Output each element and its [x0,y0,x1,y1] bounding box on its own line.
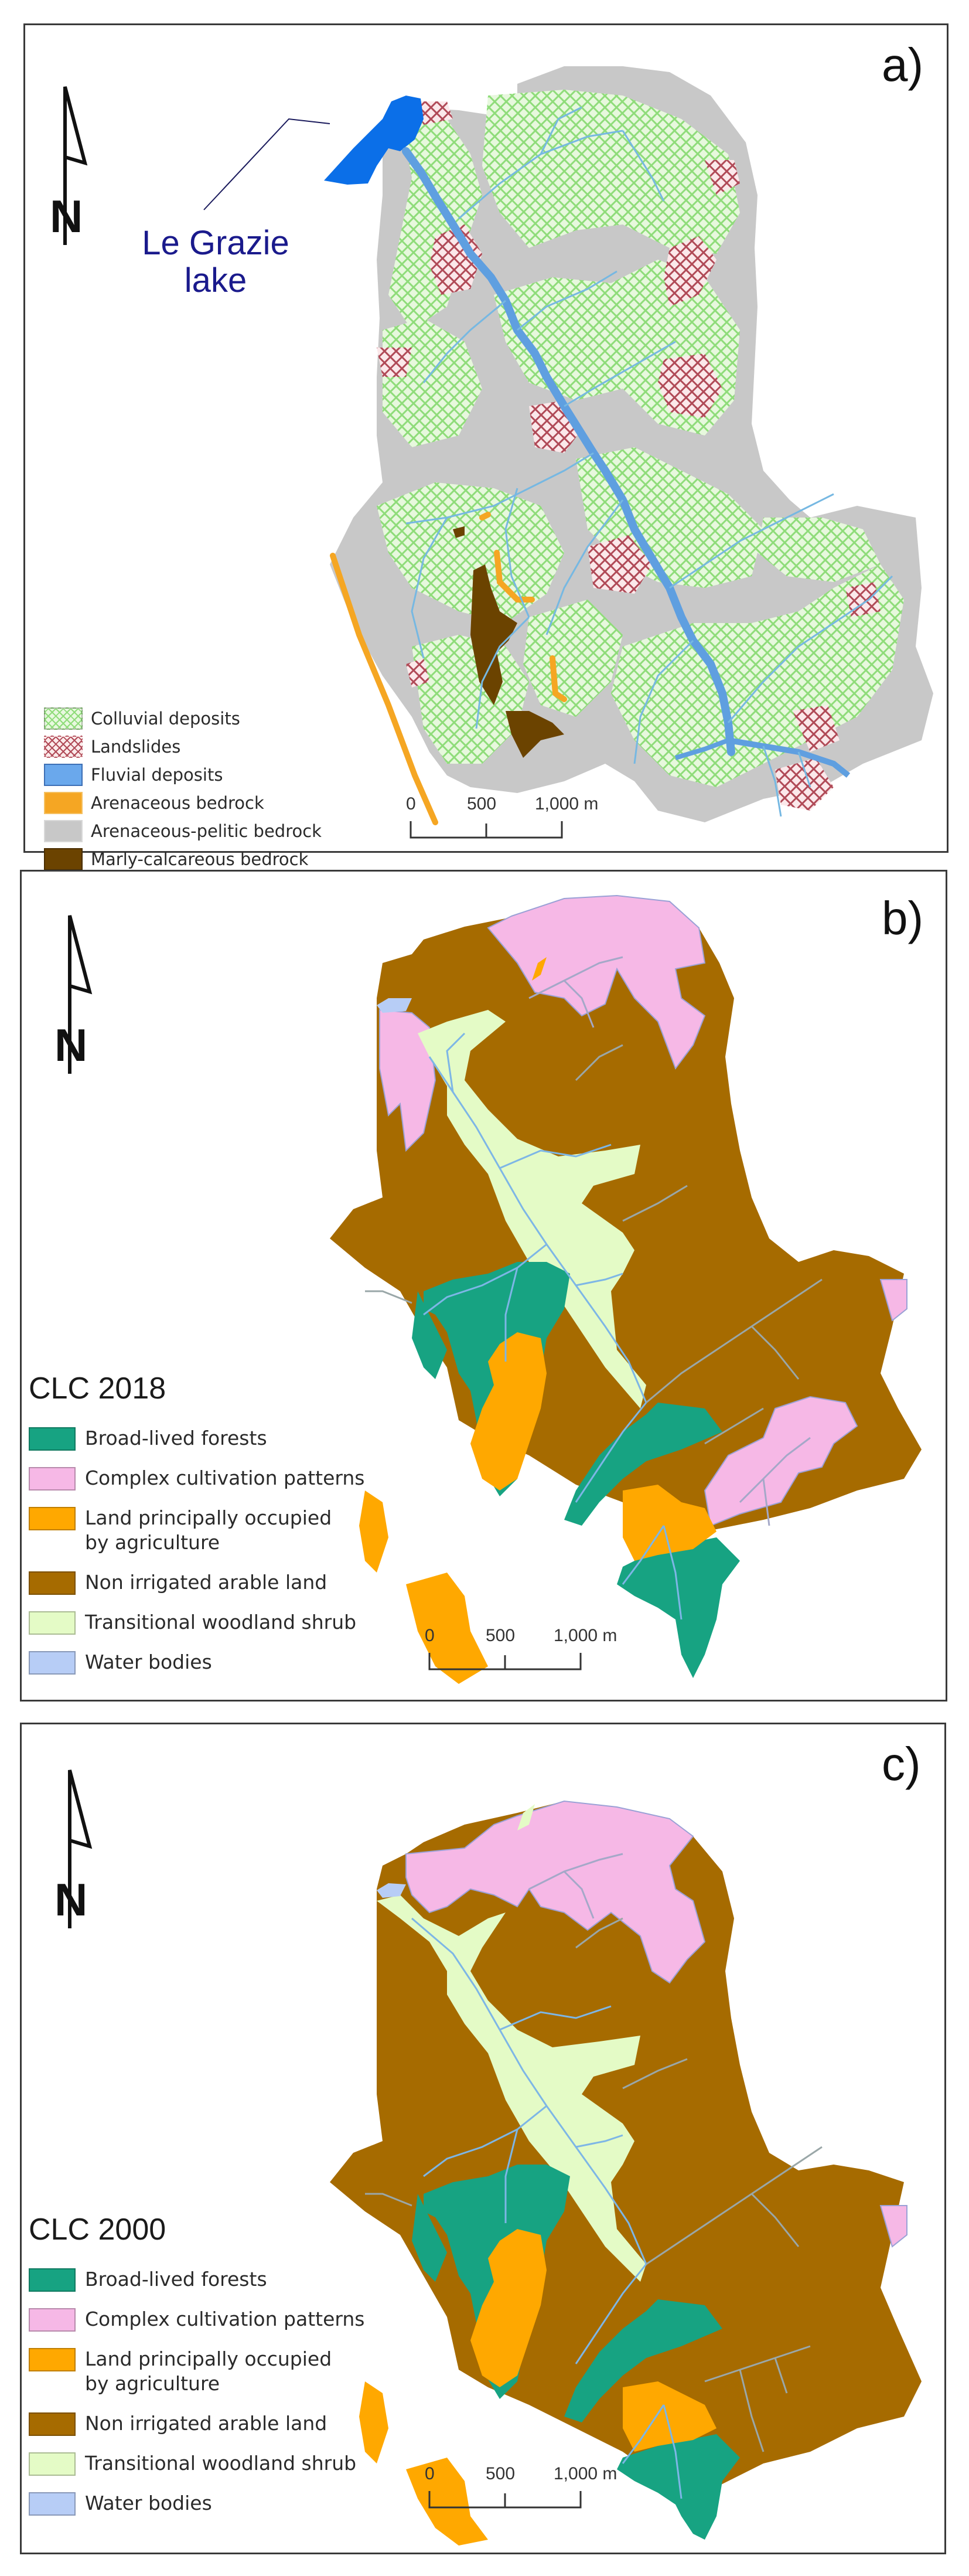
svg-text:N: N [54,1874,87,1925]
lake-callout-line [203,118,330,210]
agriculture-swatch [29,2348,76,2371]
scale-bar-b: 0 500 1,000 m [425,1626,617,1679]
scale-bar-line [428,1653,582,1670]
legend-clc2000: CLC 2000 Broad-lived forests Complex cul… [29,2212,364,2531]
legend-item-water-bodies: Water bodies [29,2491,364,2516]
legend-item-fluvial: Fluvial deposits [44,761,322,790]
transitional-woodland-area [418,1010,646,1408]
legend-item-transitional-woodland: Transitional woodland shrub [29,2451,364,2476]
streams-on-agriculture [528,956,811,1526]
legend-item-colluvial: Colluvial deposits [44,705,322,733]
legend-item-arenaceous-pelitic: Arenaceous-pelitic bedrock [44,818,322,846]
landslides-swatch [44,736,83,758]
legend-item-non-irrigated: Non irrigated arable land [29,1570,364,1595]
panel-a-geology-map: a) N Le Grazie lake Colluvial deposits L… [23,23,948,870]
complex-cultivation-areas [405,1800,907,2248]
agriculture-areas [359,957,716,1684]
forest-swatch [29,1427,76,1451]
fluvial-branch-sw [674,738,729,760]
marly-calcareous-areas [453,526,564,758]
legend-clc2018: CLC 2018 Broad-lived forests Complex cul… [29,1371,364,1690]
main-fluvial-channel [402,147,735,756]
legend-item-broad-lived-forests: Broad-lived forests [29,2267,364,2292]
legend-title: CLC 2000 [29,2213,166,2247]
transitional-woodland-area [377,1895,646,2282]
legend-item-broad-lived-forests: Broad-lived forests [29,1426,364,1451]
marly-swatch [44,848,83,870]
legend-item-marly: Marly-calcareous bedrock [44,846,322,874]
arenaceous-swatch [44,792,83,814]
forest-swatch [29,2268,76,2292]
svg-text:N: N [50,190,83,242]
fluvial-swatch [44,764,83,786]
panel-label-a: a) [882,39,924,91]
legend-item-transitional-woodland: Transitional woodland shrub [29,1610,364,1635]
legend-item-arenaceous: Arenaceous bedrock [44,790,322,818]
streams-on-cultivation [528,1853,623,1919]
legend-title: CLC 2018 [29,1372,166,1406]
scale-bar-line [428,2491,582,2509]
scale-bar-line [410,821,563,839]
non-irrigated-swatch [29,2412,76,2436]
streams-on-arable-land [365,1917,823,2452]
legend-item-complex-cultivation: Complex cultivation patterns [29,1466,364,1491]
panel-c-clc2000-map: c) N CLC 2000 Broad-lived forests Comple… [20,1723,946,2554]
non-irrigated-swatch [29,1571,76,1595]
river-network [423,1032,683,1620]
legend-item-non-irrigated: Non irrigated arable land [29,2411,364,2436]
clc2000-map-canvas [330,1800,922,2546]
legend-item-water-bodies: Water bodies [29,1650,364,1675]
panel-label-c: c) [882,1738,921,1790]
landslide-areas [377,101,881,811]
water-bodies-swatch [29,2492,76,2516]
legend-item-agriculture: Land principally occupied by agriculture [29,2347,364,2396]
legend-geology: Colluvial deposits Landslides Fluvial de… [44,705,322,874]
clc2018-map-canvas [330,894,922,1684]
water-body-north [377,998,412,1013]
scale-bar-c: 0 500 1,000 m [425,2464,617,2517]
transitional-woodland-swatch [29,1611,76,1635]
legend-item-agriculture: Land principally occupied by agriculture [29,1506,364,1555]
north-arrow-icon: N [50,86,88,245]
transitional-woodland-north [517,1804,535,1830]
agriculture-swatch [29,1507,76,1530]
lake-callout-label: Le Grazie lake [119,224,312,300]
scale-bar-a: 0 500 1,000 m [406,794,598,847]
svg-text:N: N [54,1019,87,1071]
transitional-woodland-swatch [29,2452,76,2476]
panel-b-clc2018-map: b) N CLC 2018 Broad-lived forests Comple… [20,870,947,1702]
legend-item-complex-cultivation: Complex cultivation patterns [29,2307,364,2332]
geology-map-canvas [203,66,933,825]
water-body-north [377,1883,406,1898]
complex-cultivation-swatch [29,1467,76,1491]
north-arrow-icon: N [54,915,93,1074]
legend-item-landslides: Landslides [44,733,322,761]
arenaceous-bedrock-areas [330,512,567,825]
water-bodies-swatch [29,1651,76,1675]
colluvial-swatch [44,707,83,730]
lake-callout-line2: lake [184,261,247,300]
streams-on-arable-land [365,1044,823,1445]
tributary-streams [405,106,893,817]
complex-cultivation-swatch [29,2308,76,2332]
agriculture-areas [359,2229,716,2546]
le-grazie-lake [324,96,424,185]
river-network [411,1917,683,2499]
north-arrow-icon: N [54,1769,93,1928]
panel-label-b: b) [882,892,924,944]
arenaceous-pelitic-swatch [44,820,83,842]
lake-callout-line1: Le Grazie [142,224,289,262]
